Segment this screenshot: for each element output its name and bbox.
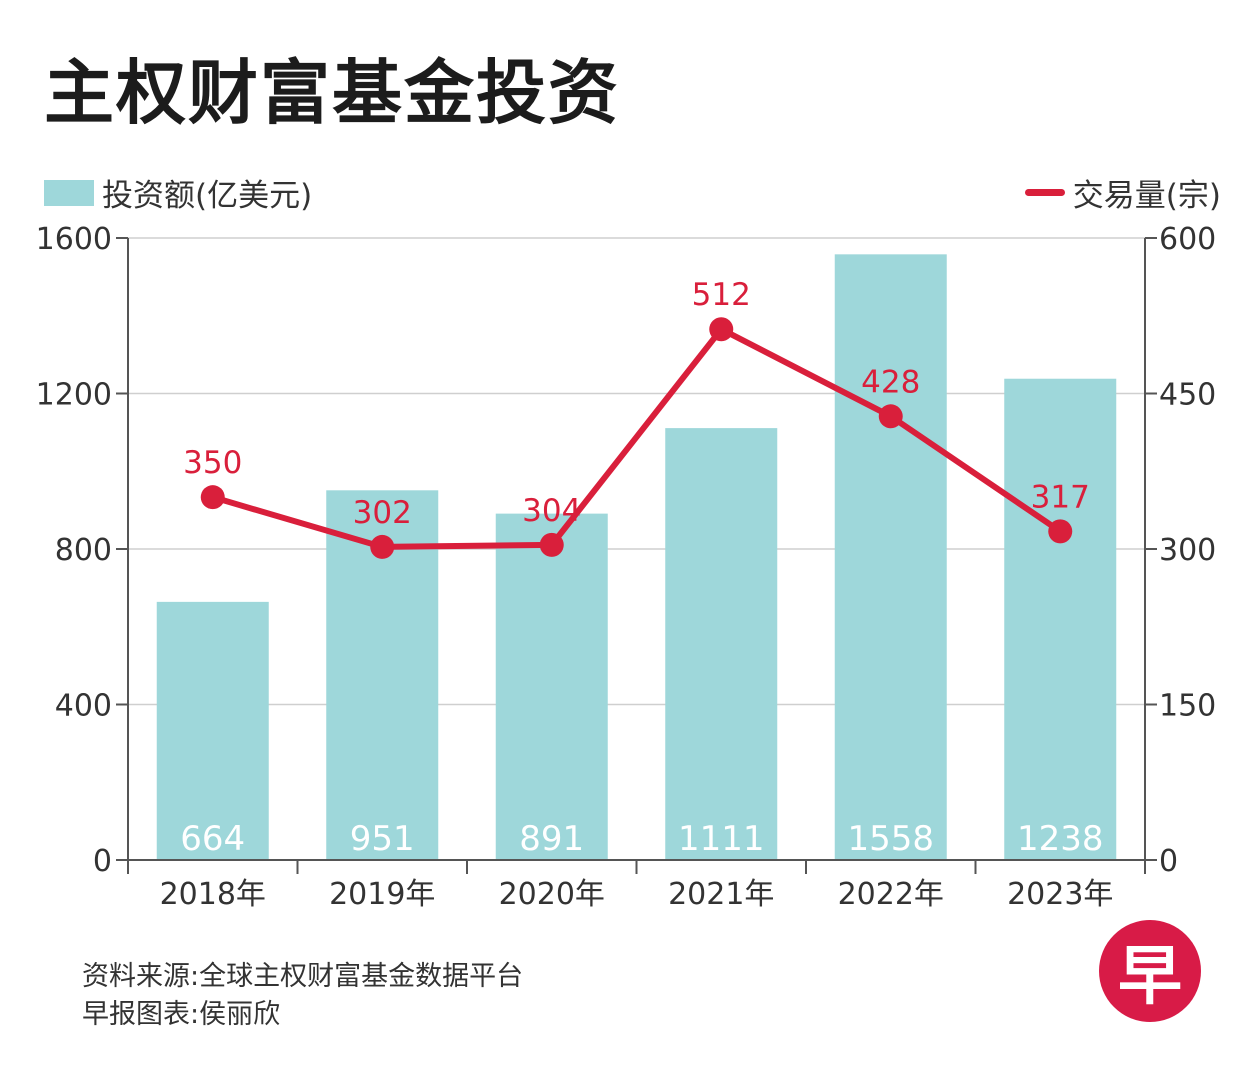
bar-value-label: 891: [519, 819, 584, 859]
zaobao-logo: 早: [1099, 920, 1201, 1022]
x-tick-label: 2022年: [838, 877, 944, 912]
bar: [665, 428, 778, 860]
bar-value-label: 1558: [847, 819, 934, 859]
left-tick-label: 400: [55, 689, 112, 724]
legend-line-label: 交易量(宗): [1072, 178, 1221, 214]
legend-bars: 投资额(亿美元): [44, 170, 312, 215]
bar: [834, 254, 947, 860]
x-tick-label: 2018年: [160, 877, 266, 912]
line-point: [1048, 519, 1073, 544]
line-point: [878, 404, 903, 429]
legend-line-swatch: [1024, 189, 1065, 196]
left-tick-label: 0: [93, 844, 112, 879]
left-tick-label: 800: [55, 533, 112, 568]
legend-line: 交易量(宗): [1024, 170, 1221, 215]
line-point-label: 304: [522, 493, 581, 529]
line-point-label: 512: [692, 277, 751, 313]
x-tick-label: 2021年: [668, 877, 774, 912]
bar: [495, 513, 608, 860]
x-tick-label: 2019年: [329, 877, 435, 912]
right-tick-label: 300: [1159, 533, 1216, 568]
x-tick-label: 2023年: [1007, 877, 1113, 912]
bar: [156, 601, 269, 860]
line-point: [709, 317, 734, 342]
right-tick-label: 600: [1159, 222, 1216, 257]
footer: 资料来源:全球主权财富基金数据平台 早报图表:侯丽欣: [82, 958, 523, 1034]
line-point-label: 302: [353, 495, 412, 531]
line-series: [209, 326, 1064, 550]
bar: [1004, 378, 1117, 860]
bar-value-label: 1111: [678, 819, 765, 859]
bar-value-label: 664: [180, 819, 245, 859]
x-tick-label: 2020年: [499, 877, 605, 912]
source-note: 资料来源:全球主权财富基金数据平台: [82, 961, 524, 992]
right-tick-label: 150: [1159, 689, 1216, 724]
line-point: [370, 534, 395, 559]
bar-value-label: 1238: [1017, 819, 1104, 859]
bar-value-label: 951: [350, 819, 415, 859]
chart-title: 主权财富基金投资: [44, 52, 620, 134]
credit-note: 早报图表:侯丽欣: [82, 999, 281, 1030]
line-point-label: 317: [1031, 479, 1090, 515]
legend-bar-swatch: [44, 179, 94, 206]
left-tick-label: 1200: [36, 378, 112, 413]
right-tick-label: 0: [1159, 844, 1178, 879]
right-tick-label: 450: [1159, 378, 1216, 413]
line-point: [200, 485, 225, 510]
line-point-label: 350: [183, 445, 242, 481]
line-point: [539, 532, 564, 557]
left-tick-label: 1600: [36, 222, 112, 257]
legend-bars-label: 投资额(亿美元): [102, 178, 313, 214]
line-point-label: 428: [861, 364, 920, 400]
